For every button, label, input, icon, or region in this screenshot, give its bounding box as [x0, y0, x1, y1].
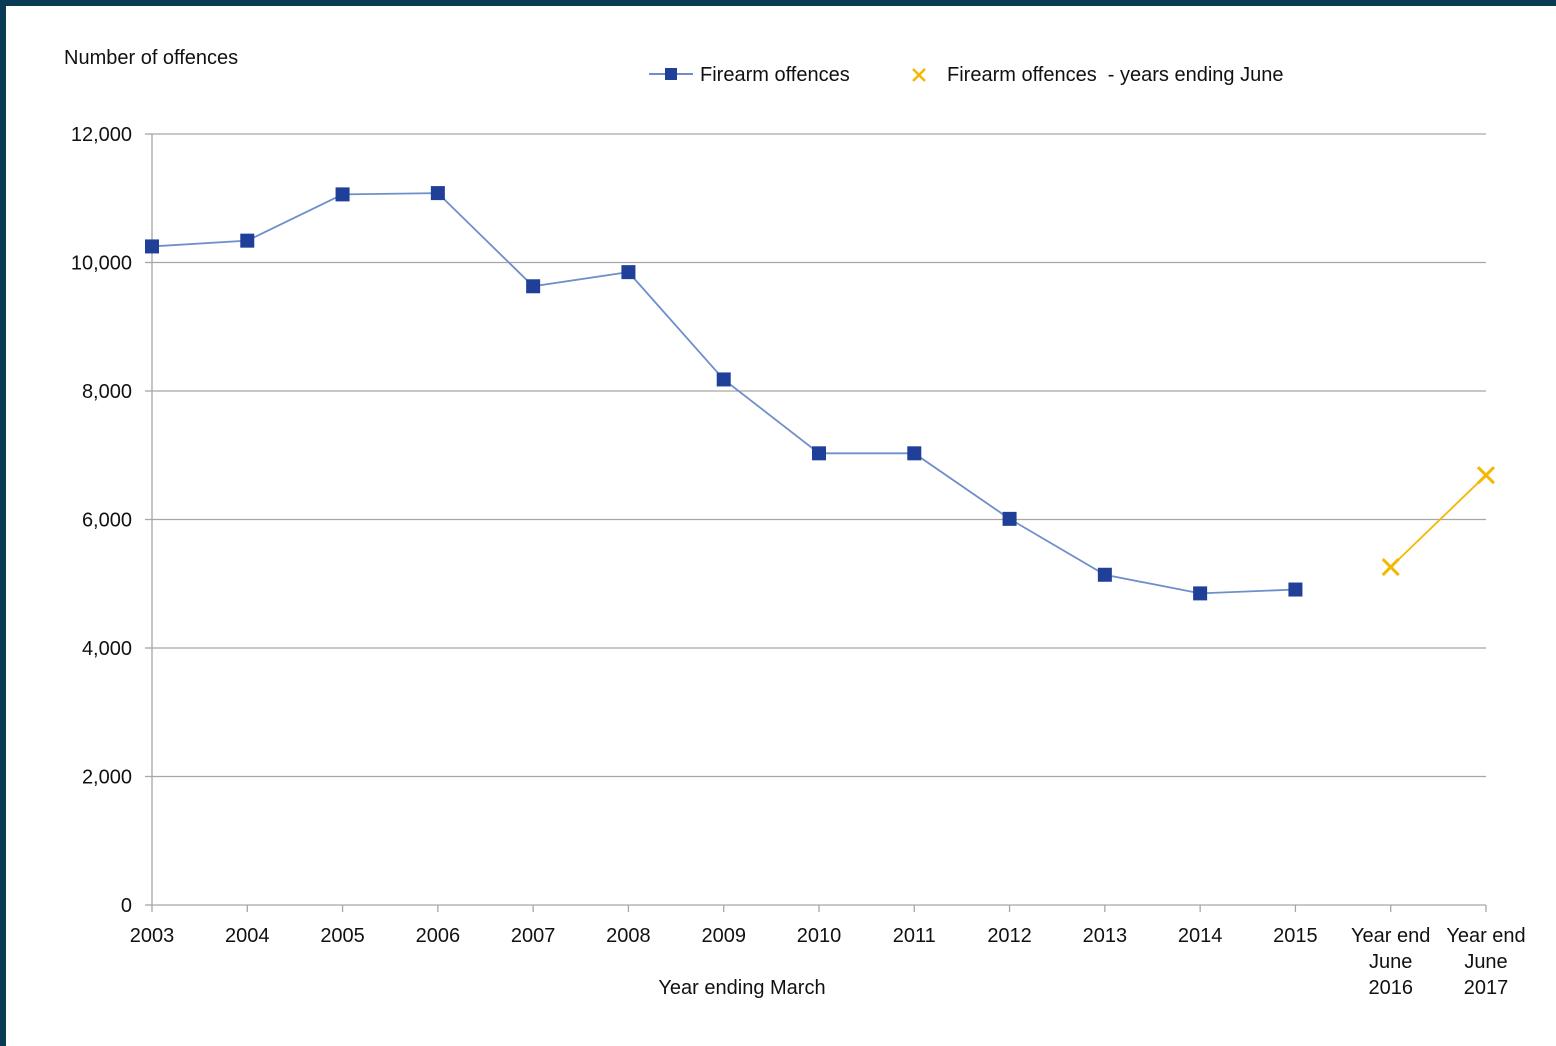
y-axis-ticks: 0 2,000 4,000 6,000 8,000 10,000 12,000	[71, 124, 152, 917]
y-tick-label: 6,000	[82, 510, 132, 532]
x-tick-label: 2008	[606, 925, 651, 947]
data-point-square	[430, 186, 445, 201]
data-point-square	[621, 265, 636, 280]
data-point-square	[240, 233, 255, 248]
y-tick-label: 2,000	[82, 767, 132, 789]
x-tick-label: 2014	[1178, 925, 1223, 947]
chart-frame: Number of offences Year ending March Fir…	[6, 6, 1556, 1046]
y-tick-label: 4,000	[82, 638, 132, 660]
data-point-square	[812, 446, 826, 461]
y-axis-title: Number of offences	[64, 47, 238, 69]
legend-x-marker-icon	[912, 68, 926, 82]
data-point-square	[907, 446, 922, 461]
data-point-square	[335, 187, 350, 202]
data-point-square	[1097, 567, 1112, 582]
y-tick-label: 0	[121, 895, 132, 917]
data-point-x	[1476, 466, 1496, 485]
series-layer	[145, 186, 1496, 601]
data-point-square	[1002, 511, 1017, 526]
x-tick-label: 2015	[1273, 925, 1318, 947]
x-tick-label: 2005	[320, 925, 365, 947]
x-tick-label: 2003	[130, 925, 175, 947]
x-tick-label: 2010	[797, 925, 842, 947]
data-point-square	[716, 372, 731, 387]
x-tick-label: 2004	[225, 925, 270, 947]
x-tick-label: 2006	[416, 925, 461, 947]
legend-square-marker-icon	[665, 68, 677, 80]
firearm-offences-line-chart: Number of offences Year ending March Fir…	[64, 47, 1526, 999]
x-tick-label: 2012	[987, 925, 1032, 947]
data-point-x	[1381, 557, 1400, 577]
data-point-square	[526, 279, 541, 294]
gridlines	[152, 133, 1486, 778]
x-tick-label: 2011	[893, 925, 936, 947]
legend-label-years-ending-june: Firearm offences - years ending June	[947, 64, 1283, 86]
legend: Firearm offences Firearm offences - year…	[649, 64, 1283, 86]
data-point-square	[1288, 582, 1303, 597]
data-point-square	[145, 239, 159, 254]
series-line-1	[1390, 474, 1487, 568]
x-tick-label: 2013	[1083, 925, 1128, 947]
legend-item-firearm-offences: Firearm offences	[649, 64, 850, 86]
legend-item-years-ending-june: Firearm offences - years ending June	[912, 64, 1283, 86]
y-tick-label: 8,000	[82, 381, 132, 403]
data-point-square	[1193, 586, 1208, 601]
x-axis-title: Year ending March	[658, 977, 825, 999]
x-tick-label: 2007	[511, 925, 556, 947]
y-tick-label: 12,000	[71, 124, 132, 146]
x-axis: 2003 2004 2005 2006 2007 2008 2009 2010 2011 2012…	[130, 134, 1526, 999]
series-line-0	[151, 192, 1296, 595]
x-tick-label: 2009	[701, 925, 746, 947]
x-tick-label: Year end June 2016	[1351, 925, 1430, 999]
legend-label-firearm-offences: Firearm offences	[700, 64, 850, 86]
x-tick-label: Year end June 2017	[1446, 925, 1525, 999]
y-tick-label: 10,000	[71, 253, 132, 275]
